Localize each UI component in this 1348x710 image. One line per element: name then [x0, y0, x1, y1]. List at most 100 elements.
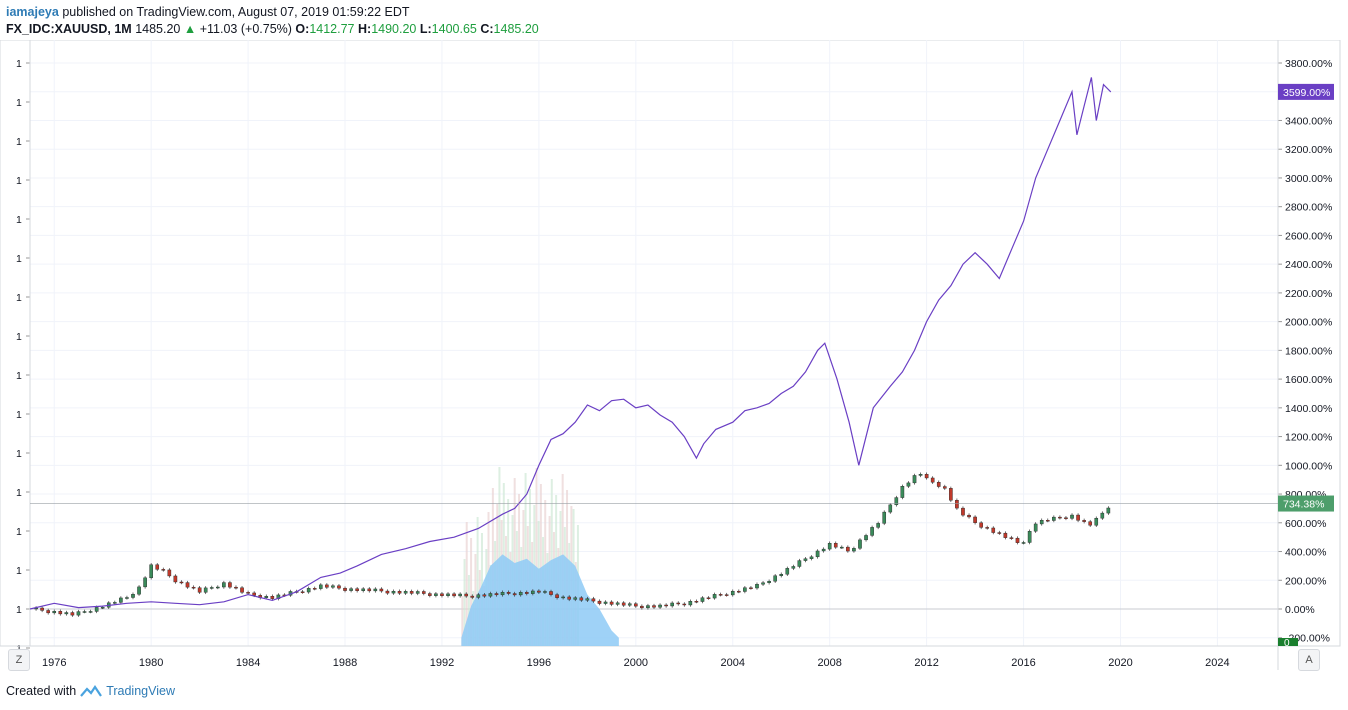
candle-up	[627, 603, 632, 606]
candle-down	[512, 593, 517, 596]
candle-down	[597, 600, 602, 604]
candle-down	[664, 604, 668, 607]
x-tick-label: 1976	[42, 657, 66, 669]
candle-up	[821, 548, 826, 552]
candle-down	[161, 569, 166, 571]
candle-up	[827, 542, 832, 550]
candle-up	[803, 558, 808, 561]
compare-last-badge-bg	[1278, 83, 1334, 100]
low-label: L:	[419, 22, 432, 36]
candle-down	[325, 584, 329, 588]
candle-down	[397, 590, 402, 594]
candle-up	[1052, 516, 1056, 521]
zoom-button[interactable]: Z	[8, 649, 30, 671]
candle-up	[331, 585, 335, 588]
candle-up	[391, 590, 396, 594]
candle-down	[846, 546, 850, 552]
candle-up	[434, 593, 438, 596]
candle-down	[252, 592, 256, 596]
candle-up	[373, 588, 378, 592]
y-tick-label: 600.00%	[1285, 518, 1326, 530]
candle-up	[615, 602, 620, 605]
candle-up	[82, 611, 87, 613]
candle-down	[464, 593, 468, 597]
candle-up	[446, 593, 450, 596]
auto-scale-button[interactable]: A	[1298, 649, 1320, 671]
candle-up	[1070, 514, 1074, 519]
candle-down	[246, 592, 250, 594]
candle-down	[270, 596, 275, 599]
candle-down	[997, 532, 1002, 534]
candle-down	[1009, 537, 1014, 539]
candle-down	[1058, 516, 1062, 519]
candle-down	[694, 601, 699, 603]
candle-up	[306, 588, 311, 593]
left-tick-label: 1	[16, 214, 22, 226]
left-tick-label: 1	[16, 487, 22, 499]
publish-info: iamajeya published on TradingView.com, A…	[6, 5, 410, 19]
x-tick-label: 1984	[236, 657, 260, 669]
candle-down	[58, 611, 63, 615]
y-tick-label: 1600.00%	[1285, 374, 1332, 386]
candle-up	[543, 591, 547, 593]
open-label: O:	[295, 22, 310, 36]
candle-down	[979, 522, 983, 528]
candle-down	[930, 477, 935, 483]
candle-down	[718, 594, 723, 596]
candle-down	[833, 542, 838, 548]
compare-series-line[interactable]	[29, 77, 1112, 610]
candle-down	[355, 588, 359, 591]
candle-up	[658, 604, 662, 608]
candle-up	[203, 587, 208, 593]
left-tick-label: 1	[16, 175, 22, 187]
created-with-text: Created with	[6, 684, 77, 698]
candle-down	[549, 591, 553, 595]
left-tick-label: 1	[16, 370, 22, 382]
price-chart[interactable]: 1976 1980 1984 1988 1992 1996 2000 2004 2008 2012…	[0, 40, 1348, 670]
candle-up	[100, 607, 105, 609]
candle-down	[640, 605, 644, 609]
candle-down	[494, 593, 499, 596]
candle-up	[52, 611, 57, 614]
candle-down	[428, 593, 432, 596]
y-tick-label: 3000.00%	[1285, 173, 1332, 185]
candle-down	[1082, 520, 1086, 522]
candle-up	[573, 597, 578, 600]
open-value: 1412.77	[309, 22, 355, 36]
volume-last-badge: 0	[1284, 638, 1290, 649]
candle-down	[682, 603, 687, 606]
candle-down	[234, 586, 238, 589]
left-tick-label: 1	[16, 331, 22, 343]
volume-bar	[470, 538, 473, 646]
volume-bar	[467, 575, 470, 646]
candle-up	[1106, 507, 1111, 514]
x-tick-label: 2012	[914, 657, 938, 669]
candle-down	[1003, 532, 1008, 538]
candle-up	[222, 582, 226, 588]
candle-down	[737, 590, 741, 593]
candle-up	[864, 535, 868, 541]
candle-up	[76, 611, 81, 616]
author-link[interactable]: iamajeya	[6, 5, 59, 19]
candle-up	[900, 486, 905, 498]
left-tick-label: 1	[16, 604, 22, 616]
close-label: C:	[480, 22, 494, 36]
candle-up	[603, 601, 608, 604]
candle-down	[1076, 514, 1080, 521]
tradingview-brand[interactable]: TradingView	[106, 684, 175, 698]
candle-down	[440, 593, 444, 596]
main-last-badge-bg	[1278, 495, 1334, 512]
x-tick-label: 2016	[1011, 657, 1035, 669]
candle-up	[785, 568, 790, 575]
candle-down	[1064, 517, 1068, 519]
candle-down	[179, 581, 184, 584]
volume-bar	[465, 522, 468, 646]
candle-up	[912, 475, 917, 484]
candle-down	[228, 582, 232, 588]
candle-down	[706, 597, 711, 599]
candle-down	[385, 590, 390, 594]
volume-badge-bg	[1278, 638, 1298, 646]
candle-down	[167, 569, 172, 577]
candle-up	[264, 596, 269, 598]
y-tick-label: 200.00%	[1285, 575, 1326, 587]
